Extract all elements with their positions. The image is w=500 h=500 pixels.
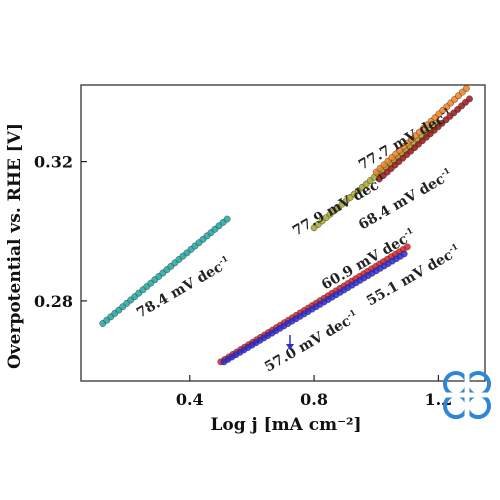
slope-label-olive-lower: 68.4 mV dec-1 [355,165,455,233]
data-point [466,95,473,103]
series-2 [220,250,408,366]
plot-frame [80,84,486,382]
series-4 [372,85,470,176]
data-point [403,243,411,251]
data-point [462,85,470,92]
y-tick-label: 0.32 [34,153,73,172]
x-tick-label: 0.4 [176,390,204,409]
blue-arrow [286,335,294,350]
watermark-logo-icon [441,369,493,421]
data-point [223,215,231,223]
y-tick-label: 0.28 [34,292,73,311]
series-5 [375,95,473,183]
y-axis-label: Overpotential vs. RHE [V] [5,123,25,369]
x-axis-label: Log j [mA cm⁻²] [210,415,361,435]
x-tick-label: 0.8 [300,390,328,409]
data-point [400,250,408,258]
axis-layer: 0.4 0.8 1.20.280.32 [34,153,452,409]
series-0 [99,215,231,327]
slope-label-olive-upper: 77.9 mV dec-1 [289,171,389,239]
series-layer [99,85,473,366]
slope-label-blue: 57.0 mV dec-1 [261,307,361,375]
slope-label-orange: 77.7 mV dec-1 [355,105,455,173]
